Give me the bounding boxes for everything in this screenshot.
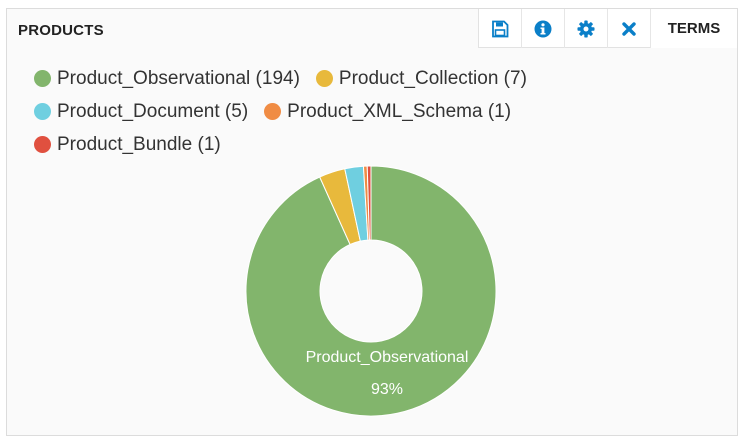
save-button[interactable] [479,9,522,48]
legend-label: Product_Collection (7) [338,67,527,89]
save-icon [492,20,509,37]
info-icon [534,20,552,37]
panel-toolbar: TERMS [478,9,737,48]
legend-item-product-bundle[interactable]: Product_Bundle (1) [34,134,221,156]
pie-slice-product-bundle[interactable] [366,165,372,241]
chart-legend: Product_Observational (194) Product_Coll… [34,62,594,161]
legend-label: Product_Bundle (1) [57,133,221,155]
gear-icon [577,20,595,37]
panel-title: PRODUCTS [18,22,104,39]
settings-button[interactable] [565,9,608,48]
legend-label: Product_Document (5) [57,100,249,122]
slice-label-name: Product_Observational [306,349,469,366]
panel-header: PRODUCTS [7,9,737,49]
legend-dot [34,70,51,87]
terms-button[interactable]: TERMS [651,9,737,48]
legend-item-product-xml-schema[interactable]: Product_XML_Schema (1) [264,101,511,123]
legend-label: Product_XML_Schema (1) [287,100,512,122]
legend-item-product-document[interactable]: Product_Document (5) [34,101,248,123]
legend-label: Product_Observational (194) [57,67,300,89]
legend-dot [34,103,51,120]
legend-dot [264,103,282,120]
legend-item-product-collection[interactable]: Product_Collection (7) [315,67,527,90]
close-button[interactable] [608,9,651,48]
legend-dot [34,136,51,153]
slice-label-percent: 93% [371,381,403,398]
close-icon [622,21,636,36]
pie-slice-product-observational[interactable] [245,165,497,417]
legend-dot [315,70,333,87]
info-button[interactable] [522,9,565,48]
legend-item-product-observational[interactable]: Product_Observational (194) [34,68,300,90]
